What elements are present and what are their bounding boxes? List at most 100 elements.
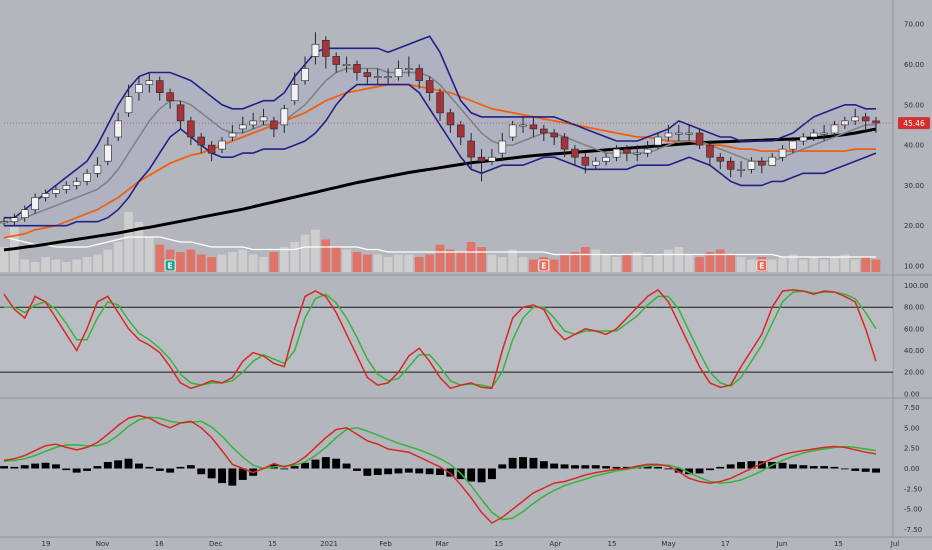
- volume-bar: [311, 229, 320, 272]
- macd-histogram-bar: [83, 468, 91, 471]
- macd-histogram-bar: [539, 461, 548, 469]
- volume-bar: [570, 252, 580, 272]
- volume-bar: [632, 252, 642, 272]
- macd-histogram-bar: [809, 466, 818, 469]
- candle-body: [197, 136, 206, 146]
- volume-bar: [290, 242, 299, 272]
- candle-body: [425, 80, 434, 93]
- macd-histogram-bar: [643, 466, 652, 469]
- macd-histogram-bar: [861, 468, 870, 472]
- macd-histogram-bar: [207, 468, 216, 479]
- macd-tick-label: 7.50: [904, 404, 920, 412]
- macd-histogram-bar: [145, 466, 154, 469]
- earnings-marker[interactable]: [538, 259, 550, 272]
- macd-histogram-bar: [726, 464, 735, 469]
- candle-body: [820, 132, 828, 135]
- volume-bar: [529, 259, 538, 272]
- candle-body: [456, 124, 465, 138]
- volume-bar: [124, 212, 133, 272]
- last-price-value: 45.46: [903, 119, 925, 128]
- volume-bar: [435, 244, 445, 272]
- volume-bar: [581, 247, 590, 272]
- volume-bar: [705, 252, 715, 272]
- macd-histogram-bar: [622, 466, 631, 469]
- x-axis-label: Apr: [549, 540, 561, 548]
- candle-body: [290, 84, 299, 101]
- volume-bar: [176, 252, 185, 272]
- x-axis-label: Feb: [379, 540, 392, 548]
- macd-histogram-bar: [186, 465, 195, 469]
- volume-bar: [747, 259, 756, 272]
- macd-histogram-bar: [695, 468, 704, 474]
- candle-body: [301, 68, 309, 81]
- volume-bar: [840, 254, 850, 272]
- candle-body: [446, 112, 455, 126]
- candle-body: [747, 160, 756, 170]
- macd-histogram-bar: [415, 468, 424, 474]
- macd-histogram-bar: [674, 468, 683, 473]
- macd-tick-label: 5.00: [904, 424, 920, 432]
- macd-histogram-bar: [789, 464, 797, 469]
- stochastic-d-line: [4, 290, 877, 389]
- macd-histogram-bar: [425, 468, 434, 475]
- volume-bar: [778, 257, 787, 272]
- candle-body: [135, 84, 143, 93]
- volume-bar: [279, 247, 289, 272]
- macd-line: [3, 414, 877, 524]
- volume-bar: [383, 257, 393, 272]
- volume-bar: [331, 247, 341, 272]
- volume-bar: [404, 254, 414, 272]
- macd-histogram-bar: [197, 468, 206, 475]
- volume-bar: [695, 257, 704, 272]
- macd-histogram-bar: [52, 464, 60, 469]
- macd-histogram-bar: [176, 466, 185, 469]
- candle-body: [726, 160, 735, 170]
- candle-body: [477, 156, 486, 162]
- earnings-marker[interactable]: [756, 259, 768, 272]
- volume-bar: [30, 262, 40, 272]
- macd-histogram-bar: [301, 462, 309, 469]
- candle-body: [228, 132, 237, 138]
- volume-bar: [342, 249, 351, 272]
- macd-histogram-bar: [757, 461, 766, 469]
- volume-bar: [809, 257, 819, 272]
- macd-histogram-bar: [290, 466, 299, 469]
- candle-body: [187, 120, 195, 138]
- macd-histogram-bar: [820, 466, 829, 469]
- volume-bar: [82, 257, 92, 272]
- volume-bar: [819, 259, 829, 272]
- candle-body: [207, 144, 216, 154]
- macd-histogram-bar: [228, 468, 237, 486]
- volume-bar: [456, 252, 466, 272]
- candle-body: [239, 124, 247, 130]
- x-axis-label: Nov: [96, 540, 110, 548]
- volume-bar: [196, 254, 206, 272]
- candle-body: [706, 144, 714, 158]
- macd-histogram-bar: [716, 466, 725, 469]
- macd-histogram-bar: [20, 465, 29, 469]
- volume-bar: [664, 249, 673, 272]
- x-axis-label: 15: [268, 540, 277, 548]
- macd-histogram-bar: [31, 463, 40, 469]
- candle-body: [31, 197, 39, 210]
- stochastic-k-line: [3, 288, 877, 390]
- candle-body: [591, 160, 600, 166]
- volume-bar: [726, 254, 735, 272]
- candle-body: [280, 108, 289, 126]
- candle-body: [83, 173, 91, 182]
- macd-histogram-bar: [498, 464, 507, 469]
- volume-ma-line: [3, 236, 876, 258]
- macd-histogram-bar: [872, 468, 880, 473]
- macd-histogram-bar: [135, 463, 143, 469]
- volume-bar: [850, 259, 860, 272]
- macd-histogram-bar: [10, 466, 19, 469]
- macd-histogram-bar: [124, 458, 133, 469]
- earnings-marker[interactable]: [164, 259, 176, 272]
- volume-bar: [145, 237, 154, 272]
- volume-bar: [767, 259, 777, 272]
- candle-body: [789, 140, 797, 150]
- macd-histogram-bar: [373, 468, 382, 475]
- candle-body: [10, 217, 19, 222]
- volume-bar: [269, 252, 279, 272]
